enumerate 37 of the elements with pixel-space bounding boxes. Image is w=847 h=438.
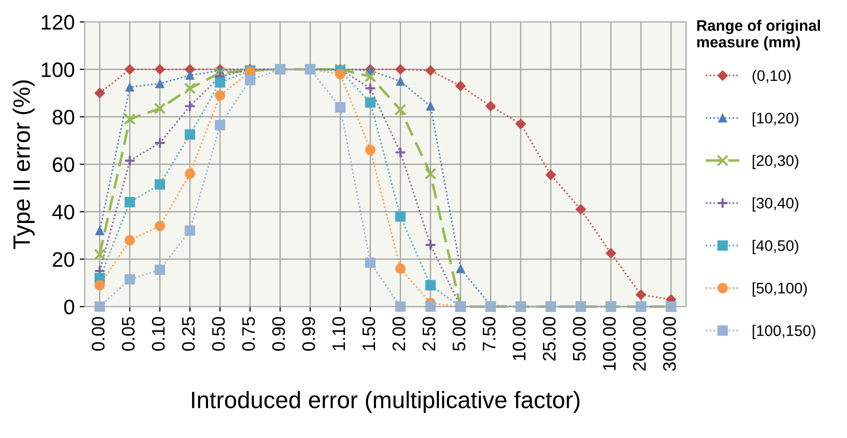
x-tick-label: 0.50 [212,317,225,351]
x-tick-label: 0.75 [242,317,255,351]
x-tick-label: 0.05 [122,317,135,351]
x-tick-label: 0.25 [182,317,195,351]
x-tick-label: 1.50 [362,317,376,350]
y-tick-label: 60 [52,157,74,172]
x-tick-label: 0.99 [302,317,316,351]
x-axis-title: Introduced error (multiplicative factor) [192,390,580,413]
x-tick-label: 0.10 [152,317,165,351]
x-tick-label: 2.50 [422,317,436,351]
y-tick-label: 120 [42,14,74,30]
x-tick-label: 300.00 [663,317,676,371]
x-tick-label: 10.00 [512,317,526,360]
legend-label: [100,150) [752,324,816,340]
y-axis-title: Type II error (%) [12,80,35,249]
y-tick-label: 80 [52,110,74,125]
legend-label: [20,30) [752,154,798,170]
x-tick-label: 25.00 [542,317,556,361]
y-tick-label: 0 [64,300,74,314]
x-tick-label: 7.50 [482,317,496,351]
x-tick-label: 0.00 [92,317,105,351]
x-tick-label: 1.10 [332,317,346,350]
legend-label: [30,40) [752,197,798,212]
legend-title: Range of original measure (mm) [697,20,820,50]
legend-label: [50,100) [752,282,807,297]
y-tick-label: 100 [42,62,74,78]
legend-label: (0,10) [752,70,791,84]
legend-label: [10,20) [752,112,798,127]
legend-label: [40,50) [752,240,798,254]
y-tick-label: 40 [52,204,74,220]
x-tick-label: 5.00 [452,317,466,351]
x-tick-label: 2.00 [392,317,406,351]
x-tick-label: 0.90 [272,317,285,351]
x-tick-label: 50.00 [572,317,586,361]
x-tick-label: 200.00 [633,317,646,371]
y-tick-label: 20 [52,252,74,267]
x-tick-label: 100.00 [602,317,616,370]
